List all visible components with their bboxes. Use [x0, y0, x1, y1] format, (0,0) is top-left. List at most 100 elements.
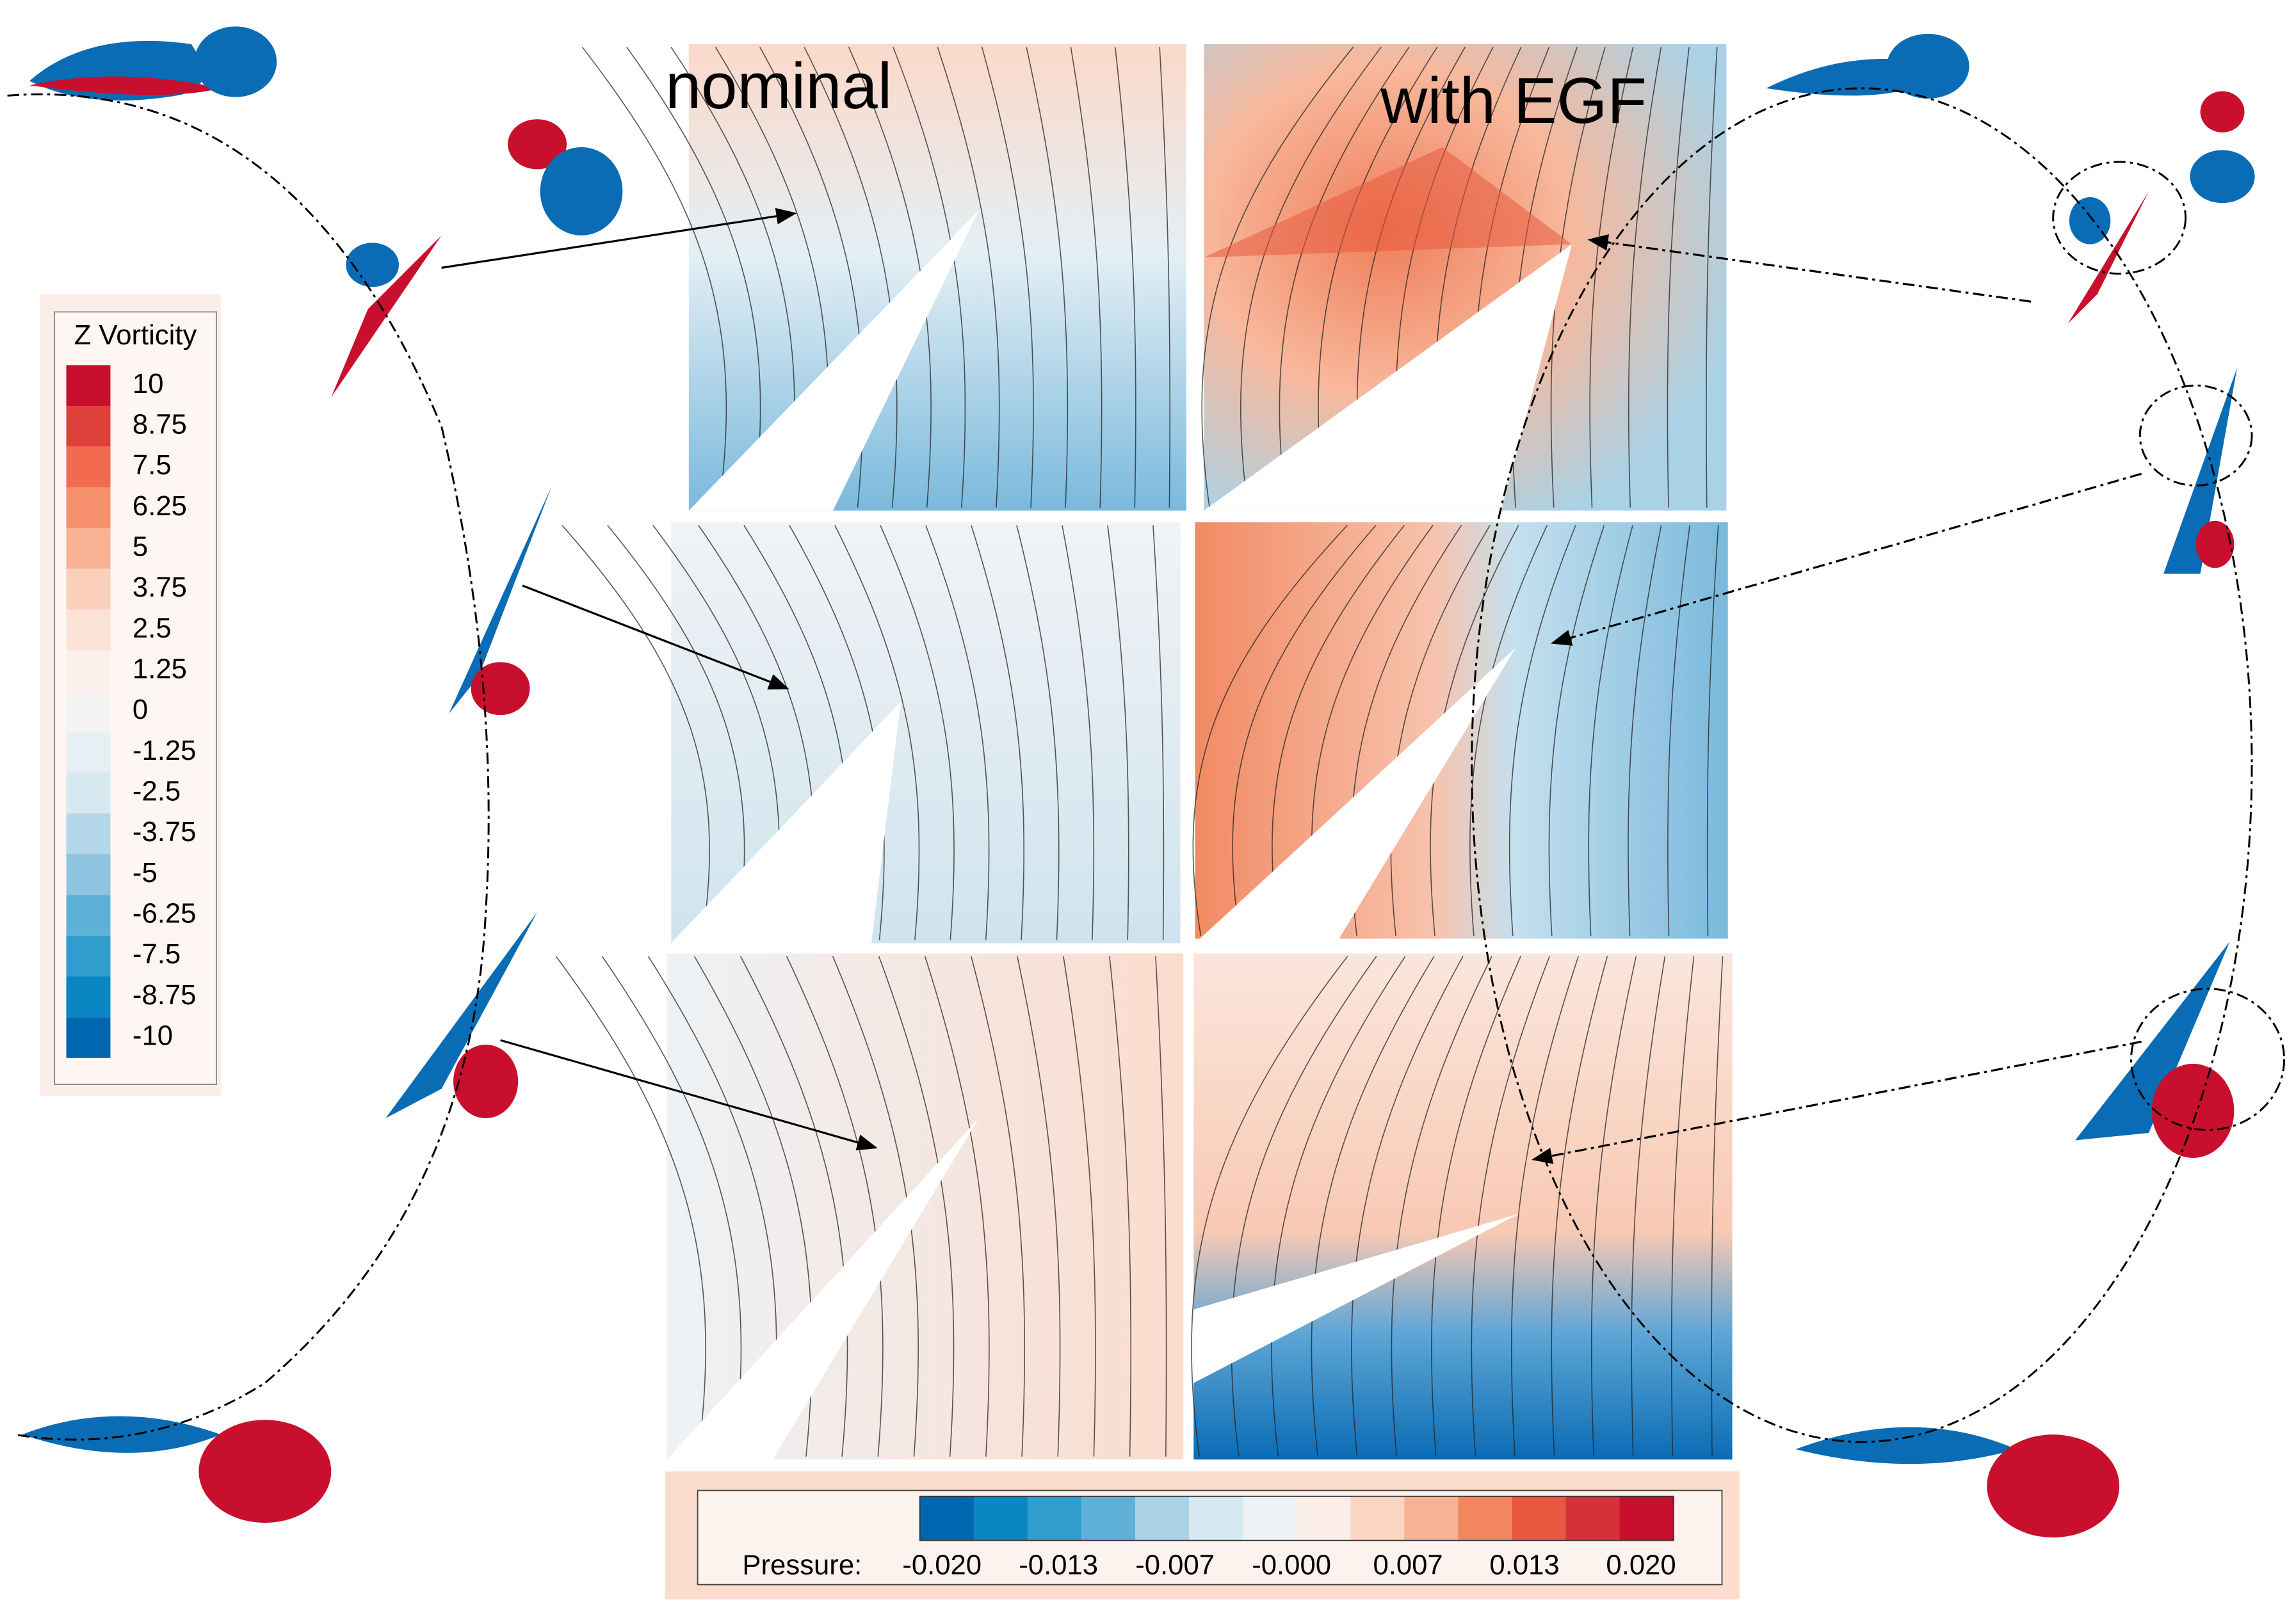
streamline	[1588, 525, 1633, 936]
colorbar-tick-label: -0.007	[1135, 1550, 1215, 1581]
pressure-region	[1204, 147, 1572, 258]
streamline	[1016, 525, 1060, 940]
streamline	[1017, 956, 1061, 1457]
shape	[441, 207, 797, 269]
streamline	[789, 525, 885, 940]
streamline	[1192, 525, 1348, 936]
streamline	[740, 956, 848, 1457]
streamline	[1431, 956, 1521, 1457]
streamline	[1271, 956, 1406, 1457]
streamline	[1628, 525, 1662, 936]
legend-title: Z Vorticity	[74, 319, 197, 351]
streamline	[834, 525, 920, 940]
legend-label: 3.75	[133, 572, 187, 603]
streamline	[1628, 47, 1662, 508]
highlight-circle	[2138, 384, 2253, 487]
highlight-circle	[2052, 161, 2187, 275]
legend-swatch	[66, 895, 111, 936]
streamline	[1351, 956, 1464, 1457]
legend-label: 1.25	[133, 653, 187, 684]
legend-swatch	[66, 609, 111, 651]
streamline	[1231, 956, 1377, 1457]
colorbar-outline	[919, 1495, 1674, 1541]
colorbar-tick-label: -0.020	[902, 1550, 982, 1581]
colorbar-cell	[973, 1496, 1028, 1541]
shape	[2163, 367, 2237, 574]
shape	[540, 147, 623, 236]
streamline	[1469, 525, 1548, 936]
colorbar-tick-label: -0.000	[1252, 1550, 1331, 1581]
streamline	[1590, 956, 1637, 1457]
legend-label: 6.25	[133, 490, 187, 522]
shape	[522, 584, 789, 690]
legend-swatch	[66, 976, 111, 1018]
legend-swatch	[66, 813, 111, 855]
legend-label: -8.75	[133, 979, 197, 1011]
streamline	[1109, 956, 1132, 1457]
shape	[1551, 472, 2142, 646]
shape	[508, 119, 567, 170]
shape	[2195, 520, 2235, 568]
streamline	[626, 47, 761, 508]
panel	[1193, 953, 1733, 1460]
colorbar-cell	[1619, 1496, 1674, 1541]
legend-swatch	[66, 406, 111, 447]
airfoil	[667, 1118, 979, 1460]
streamline	[1114, 47, 1136, 508]
airfoil	[1204, 244, 1572, 511]
streamline	[1510, 956, 1579, 1457]
colorbar-tick-label: 0.013	[1489, 1550, 1559, 1581]
streamline	[804, 47, 898, 508]
streamline	[1155, 956, 1167, 1457]
streamline	[937, 47, 1000, 508]
streamline	[878, 956, 955, 1457]
flow-panels	[555, 44, 1733, 1460]
colorbar-cell	[1512, 1496, 1567, 1541]
legend-label: 8.75	[133, 408, 187, 440]
streamline	[1390, 525, 1491, 936]
streamline	[1240, 47, 1382, 508]
legend-swatch	[66, 528, 111, 569]
shape	[22, 1416, 221, 1453]
legend-swatch	[66, 854, 111, 895]
airfoil	[688, 210, 979, 511]
legend-label: -5	[133, 857, 158, 888]
legend-label: 10	[133, 368, 164, 399]
streamline	[971, 956, 1026, 1457]
streamline	[562, 525, 710, 940]
legend-swatch	[66, 365, 111, 406]
streamline	[1107, 525, 1129, 940]
colorbar-label: Pressure:	[742, 1550, 862, 1581]
colorbar-cell	[1081, 1496, 1136, 1541]
colorbar-cell	[919, 1496, 974, 1541]
shape	[2200, 91, 2245, 132]
shape	[1587, 234, 2032, 303]
streamline	[848, 47, 932, 508]
colorbar-cell	[1297, 1496, 1352, 1541]
colorbar-tick-label: 0.007	[1373, 1550, 1443, 1581]
shape	[29, 76, 221, 95]
streamline	[1311, 956, 1435, 1457]
trajectory	[7, 93, 490, 1441]
colorbar-cell	[1135, 1496, 1190, 1541]
shape	[2069, 197, 2111, 245]
colorbar-cell	[1458, 1496, 1513, 1541]
streamline	[1159, 47, 1171, 508]
colorbar-cell	[1565, 1496, 1621, 1541]
pressure-colorbar: -0.020 -0.013 -0.007 -0.000 0.007 0.013 0.020	[902, 1495, 1676, 1581]
legend-label: 2.5	[133, 613, 172, 644]
label-nominal: nominal	[665, 50, 892, 122]
colorbar-cell	[1189, 1496, 1244, 1541]
legend-swatch	[66, 568, 111, 610]
streamline	[893, 47, 966, 508]
streamline	[924, 956, 990, 1457]
shape	[1532, 1040, 2142, 1164]
legend-label: 0	[133, 694, 148, 725]
legend-swatch	[66, 1017, 111, 1058]
arrows	[441, 207, 2142, 1164]
vorticity-legend: 10 8.75 7.5 6.25 5 3.75 2.5 1.25 0 -1.25 -2.5 -3.75…	[66, 365, 197, 1058]
streamline	[1471, 956, 1550, 1457]
streamline	[1706, 47, 1718, 508]
streamline	[1279, 47, 1410, 508]
